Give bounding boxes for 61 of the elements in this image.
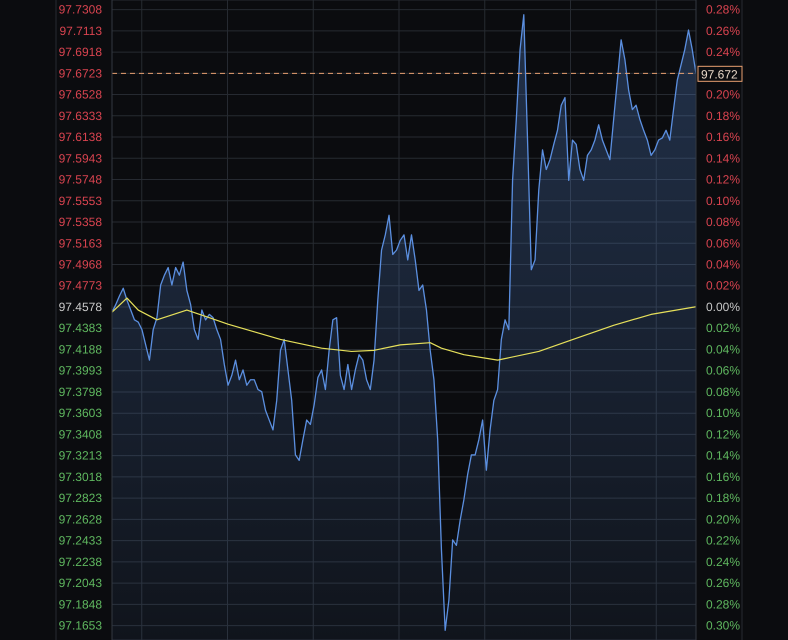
y-tick-label: 97.1653 xyxy=(58,618,102,633)
y-tick-label: 97.2628 xyxy=(58,512,102,526)
y2-tick-label: 0.16% xyxy=(706,470,740,484)
y2-tick-label: 0.28% xyxy=(706,2,740,17)
y2-tick-label: 0.22% xyxy=(706,534,740,548)
y2-tick-label: 0.16% xyxy=(706,130,740,144)
y-tick-label: 97.6333 xyxy=(58,108,102,123)
y-tick-label: 97.3993 xyxy=(58,364,102,378)
y-tick-label: 97.6528 xyxy=(58,88,102,102)
y2-tick-label: 0.28% xyxy=(706,597,740,612)
y2-tick-label: 0.00% xyxy=(706,300,740,314)
y2-tick-label: 0.18% xyxy=(706,491,740,506)
y2-tick-label: 0.04% xyxy=(706,342,740,356)
y-tick-label: 97.3213 xyxy=(58,448,102,463)
y2-tick-label: 0.24% xyxy=(706,554,740,569)
y-tick-label: 97.5943 xyxy=(58,151,102,166)
y2-tick-label: 0.02% xyxy=(706,321,740,336)
y-tick-label: 97.3798 xyxy=(58,384,102,399)
y2-tick-label: 0.06% xyxy=(706,236,740,250)
y-tick-label: 97.2238 xyxy=(58,554,102,569)
y-tick-label: 97.7113 xyxy=(60,24,102,38)
y2-tick-label: 0.20% xyxy=(706,88,740,102)
y-tick-label: 97.5358 xyxy=(58,215,102,230)
y2-tick-label: 0.18% xyxy=(706,108,740,123)
y2-tick-label: 0.06% xyxy=(706,364,740,378)
y2-tick-label: 0.14% xyxy=(706,151,740,166)
y2-tick-label: 0.10% xyxy=(706,406,740,420)
y-tick-label: 97.1848 xyxy=(58,597,102,612)
y-tick-label: 97.5748 xyxy=(58,172,102,187)
y-tick-label: 97.2043 xyxy=(58,576,102,590)
y-tick-label: 97.3018 xyxy=(58,470,102,484)
y-tick-label: 97.4968 xyxy=(58,257,102,272)
y-tick-label: 97.5163 xyxy=(58,236,102,250)
y2-tick-label: 0.02% xyxy=(706,278,740,293)
y-tick-label: 97.4773 xyxy=(58,278,102,293)
y2-tick-label: 0.26% xyxy=(706,24,740,38)
y-tick-label: 97.2433 xyxy=(58,534,102,548)
y-tick-label: 97.5553 xyxy=(58,194,102,208)
y-tick-label: 97.2823 xyxy=(58,491,102,506)
y2-tick-label: 0.20% xyxy=(706,512,740,526)
y2-tick-label: 0.08% xyxy=(706,215,740,230)
y2-tick-label: 0.14% xyxy=(706,448,740,463)
y2-tick-label: 0.04% xyxy=(706,258,740,272)
y-tick-label: 97.6723 xyxy=(58,66,102,80)
y2-tick-label: 0.08% xyxy=(706,384,740,399)
y-tick-label: 97.7308 xyxy=(58,2,102,17)
ref-line-label: 97.672 xyxy=(701,67,738,82)
y-tick-label: 97.4578 xyxy=(58,300,102,314)
y2-tick-label: 0.10% xyxy=(706,194,740,208)
y2-tick-label: 0.26% xyxy=(706,576,740,590)
y-tick-label: 97.3603 xyxy=(58,406,102,420)
line-series xyxy=(112,297,696,361)
y-tick-label: 97.4188 xyxy=(58,342,102,356)
y2-tick-label: 0.12% xyxy=(706,427,740,442)
y-tick-label: 97.6138 xyxy=(58,130,102,144)
y-tick-label: 97.6918 xyxy=(58,45,102,60)
y2-tick-label: 0.30% xyxy=(706,618,740,633)
y2-tick-label: 0.12% xyxy=(706,172,740,187)
y2-tick-label: 0.24% xyxy=(706,45,740,60)
y-tick-label: 97.4383 xyxy=(58,321,102,336)
y-tick-label: 97.3408 xyxy=(58,427,102,442)
